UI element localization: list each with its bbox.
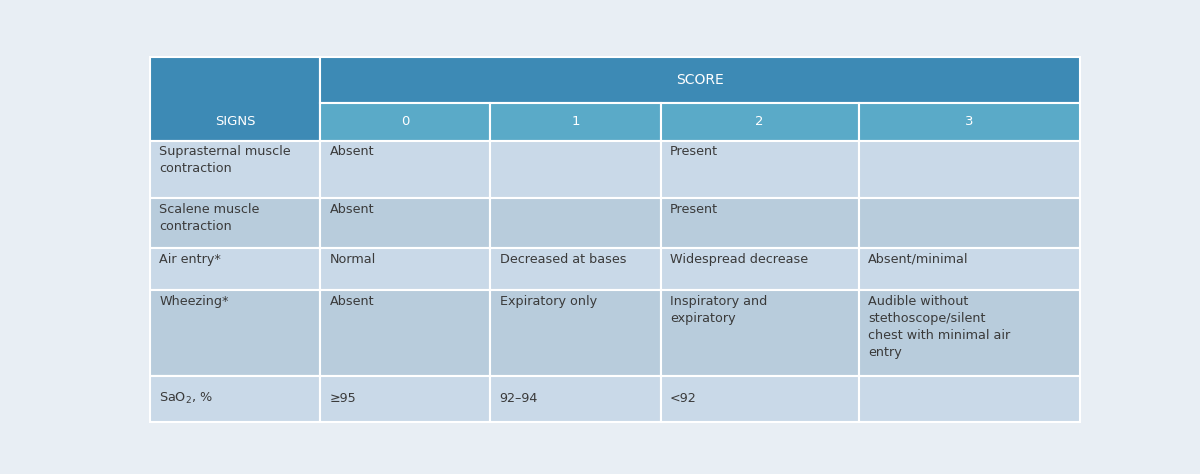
FancyBboxPatch shape bbox=[150, 57, 320, 141]
Text: 0: 0 bbox=[401, 115, 409, 128]
FancyBboxPatch shape bbox=[859, 248, 1080, 290]
Text: Normal: Normal bbox=[330, 253, 376, 266]
FancyBboxPatch shape bbox=[320, 103, 491, 141]
FancyBboxPatch shape bbox=[150, 290, 320, 376]
FancyBboxPatch shape bbox=[150, 141, 320, 199]
FancyBboxPatch shape bbox=[320, 290, 491, 376]
FancyBboxPatch shape bbox=[660, 103, 859, 141]
Text: ≥95: ≥95 bbox=[330, 392, 356, 405]
FancyBboxPatch shape bbox=[859, 290, 1080, 376]
Text: SIGNS: SIGNS bbox=[215, 115, 256, 128]
FancyBboxPatch shape bbox=[491, 199, 660, 248]
FancyBboxPatch shape bbox=[320, 141, 491, 199]
Text: Expiratory only: Expiratory only bbox=[499, 295, 596, 308]
Text: Present: Present bbox=[670, 145, 718, 158]
FancyBboxPatch shape bbox=[491, 376, 660, 422]
FancyBboxPatch shape bbox=[150, 376, 320, 422]
Text: Absent: Absent bbox=[330, 145, 374, 158]
FancyBboxPatch shape bbox=[491, 141, 660, 199]
FancyBboxPatch shape bbox=[660, 199, 859, 248]
FancyBboxPatch shape bbox=[660, 290, 859, 376]
Text: Wheezing*: Wheezing* bbox=[160, 295, 229, 308]
FancyBboxPatch shape bbox=[150, 376, 320, 422]
FancyBboxPatch shape bbox=[150, 199, 320, 248]
FancyBboxPatch shape bbox=[660, 248, 859, 290]
Text: Scalene muscle
contraction: Scalene muscle contraction bbox=[160, 203, 259, 233]
Text: <92: <92 bbox=[670, 392, 697, 405]
FancyBboxPatch shape bbox=[491, 290, 660, 376]
FancyBboxPatch shape bbox=[320, 248, 491, 290]
Text: Absent/minimal: Absent/minimal bbox=[868, 253, 968, 266]
FancyBboxPatch shape bbox=[320, 376, 491, 422]
FancyBboxPatch shape bbox=[660, 141, 859, 199]
FancyBboxPatch shape bbox=[320, 57, 1080, 103]
FancyBboxPatch shape bbox=[859, 199, 1080, 248]
Text: Decreased at bases: Decreased at bases bbox=[499, 253, 626, 266]
Text: Absent: Absent bbox=[330, 295, 374, 308]
Text: 1: 1 bbox=[571, 115, 580, 128]
FancyBboxPatch shape bbox=[859, 141, 1080, 199]
Text: Suprasternal muscle
contraction: Suprasternal muscle contraction bbox=[160, 145, 290, 175]
FancyBboxPatch shape bbox=[660, 376, 859, 422]
FancyBboxPatch shape bbox=[491, 248, 660, 290]
Text: SCORE: SCORE bbox=[677, 73, 724, 87]
Text: Widespread decrease: Widespread decrease bbox=[670, 253, 808, 266]
Text: 2: 2 bbox=[755, 115, 764, 128]
Text: 92–94: 92–94 bbox=[499, 392, 538, 405]
Text: Inspiratory and
expiratory: Inspiratory and expiratory bbox=[670, 295, 767, 325]
FancyBboxPatch shape bbox=[491, 103, 660, 141]
Text: Audible without
stethoscope/silent
chest with minimal air
entry: Audible without stethoscope/silent chest… bbox=[868, 295, 1010, 359]
Text: 3: 3 bbox=[965, 115, 973, 128]
Text: SaO$_2$, %: SaO$_2$, % bbox=[160, 392, 212, 407]
FancyBboxPatch shape bbox=[320, 199, 491, 248]
Text: Present: Present bbox=[670, 203, 718, 216]
FancyBboxPatch shape bbox=[859, 103, 1080, 141]
FancyBboxPatch shape bbox=[150, 248, 320, 290]
Text: Air entry*: Air entry* bbox=[160, 253, 221, 266]
FancyBboxPatch shape bbox=[859, 376, 1080, 422]
Text: Absent: Absent bbox=[330, 203, 374, 216]
